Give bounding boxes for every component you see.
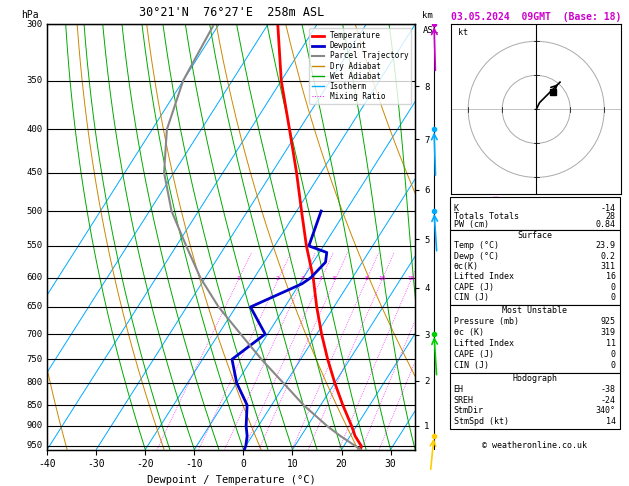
X-axis label: Dewpoint / Temperature (°C): Dewpoint / Temperature (°C) xyxy=(147,475,316,485)
Text: 900: 900 xyxy=(26,421,43,431)
Text: hPa: hPa xyxy=(21,10,39,20)
Text: 450: 450 xyxy=(26,168,43,177)
Text: CIN (J): CIN (J) xyxy=(454,361,489,370)
Text: 340°: 340° xyxy=(596,406,616,416)
Text: 550: 550 xyxy=(26,242,43,250)
Text: Mixing Ratio  (g/kg): Mixing Ratio (g/kg) xyxy=(492,191,501,283)
Text: 925: 925 xyxy=(601,317,616,326)
Text: 0: 0 xyxy=(611,350,616,359)
Text: 950: 950 xyxy=(26,441,43,450)
Text: 400: 400 xyxy=(26,125,43,134)
Text: 16: 16 xyxy=(606,273,616,281)
Text: 3: 3 xyxy=(301,276,304,281)
Text: 311: 311 xyxy=(601,262,616,271)
Text: Temp (°C): Temp (°C) xyxy=(454,241,499,250)
Text: 750: 750 xyxy=(26,355,43,364)
Text: θc (K): θc (K) xyxy=(454,328,484,337)
Text: Lifted Index: Lifted Index xyxy=(454,273,513,281)
Text: Lifted Index: Lifted Index xyxy=(454,339,513,348)
Text: StmDir: StmDir xyxy=(454,406,484,416)
Text: 0.84: 0.84 xyxy=(596,220,616,229)
Text: 03.05.2024  09GMT  (Base: 18): 03.05.2024 09GMT (Base: 18) xyxy=(451,12,621,22)
Text: Surface: Surface xyxy=(517,231,552,240)
Text: -38: -38 xyxy=(601,385,616,394)
Text: 500: 500 xyxy=(26,207,43,216)
Text: 14: 14 xyxy=(606,417,616,426)
Text: 850: 850 xyxy=(26,400,43,410)
Text: K: K xyxy=(454,204,459,213)
Text: 15: 15 xyxy=(407,276,415,281)
Text: Most Unstable: Most Unstable xyxy=(502,306,567,315)
Text: 650: 650 xyxy=(26,302,43,312)
Text: 300: 300 xyxy=(26,20,43,29)
Text: Totals Totals: Totals Totals xyxy=(454,212,518,221)
Text: 23.9: 23.9 xyxy=(596,241,616,250)
Text: ASL: ASL xyxy=(423,26,438,35)
Text: EH: EH xyxy=(454,385,464,394)
Legend: Temperature, Dewpoint, Parcel Trajectory, Dry Adiabat, Wet Adiabat, Isotherm, Mi: Temperature, Dewpoint, Parcel Trajectory… xyxy=(309,28,411,104)
Text: 11: 11 xyxy=(606,339,616,348)
Text: 4: 4 xyxy=(318,276,322,281)
Text: θc(K): θc(K) xyxy=(454,262,479,271)
Text: CAPE (J): CAPE (J) xyxy=(454,283,494,292)
Text: 1: 1 xyxy=(236,276,240,281)
Text: -14: -14 xyxy=(601,204,616,213)
Text: 800: 800 xyxy=(26,379,43,387)
Text: 0: 0 xyxy=(611,361,616,370)
Text: 319: 319 xyxy=(601,328,616,337)
Text: 10: 10 xyxy=(378,276,386,281)
Text: 0: 0 xyxy=(611,294,616,302)
Text: 30°21'N  76°27'E  258m ASL: 30°21'N 76°27'E 258m ASL xyxy=(138,6,324,19)
Text: 700: 700 xyxy=(26,330,43,339)
Text: Dewp (°C): Dewp (°C) xyxy=(454,252,499,260)
Text: 350: 350 xyxy=(26,76,43,85)
Text: StmSpd (kt): StmSpd (kt) xyxy=(454,417,508,426)
Text: 5: 5 xyxy=(333,276,337,281)
Text: PW (cm): PW (cm) xyxy=(454,220,489,229)
Text: 0.2: 0.2 xyxy=(601,252,616,260)
Text: kt: kt xyxy=(458,28,468,36)
Text: -24: -24 xyxy=(601,396,616,405)
Text: CIN (J): CIN (J) xyxy=(454,294,489,302)
Text: Hodograph: Hodograph xyxy=(512,374,557,383)
Text: 600: 600 xyxy=(26,273,43,282)
Text: SREH: SREH xyxy=(454,396,474,405)
Text: © weatheronline.co.uk: © weatheronline.co.uk xyxy=(482,441,587,451)
Text: 0: 0 xyxy=(611,283,616,292)
Text: CAPE (J): CAPE (J) xyxy=(454,350,494,359)
Text: Pressure (mb): Pressure (mb) xyxy=(454,317,518,326)
Text: 2: 2 xyxy=(276,276,279,281)
Text: 28: 28 xyxy=(606,212,616,221)
Text: 8: 8 xyxy=(364,276,368,281)
Text: km: km xyxy=(423,11,433,20)
